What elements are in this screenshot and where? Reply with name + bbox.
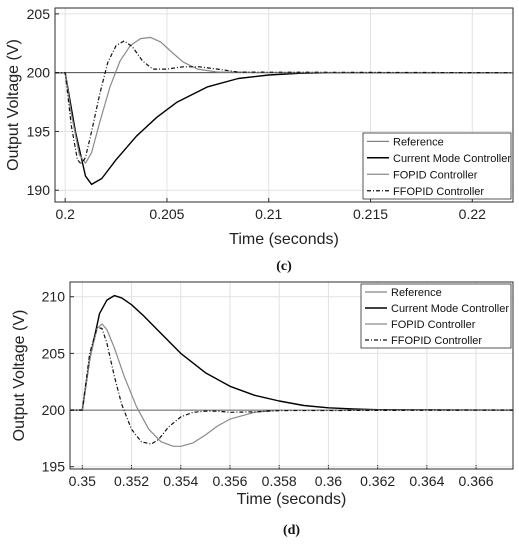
plot-border <box>54 7 514 203</box>
series-line-ffopid-controller <box>55 40 513 165</box>
legend-entry: FOPID Controller <box>391 319 476 331</box>
legend: Reference Current Mode Controller FOPID Co… <box>360 283 512 349</box>
series-line-fopid-controller <box>55 36 513 164</box>
x-tick-label: 0.35 <box>69 473 96 489</box>
x-tick-label: 0.364 <box>409 473 444 489</box>
y-tick-label: 200 <box>27 65 51 81</box>
plot-border <box>69 281 514 470</box>
y-tick-label: 200 <box>42 402 66 418</box>
x-tick-label: 0.354 <box>163 473 198 489</box>
y-axis-label: Output Voltage (V) <box>11 310 28 442</box>
legend-entry: Reference <box>393 136 444 148</box>
legend-entry: FOPID Controller <box>393 169 478 181</box>
legend-entry: FFOPID Controller <box>393 186 484 198</box>
y-tick-label: 210 <box>42 289 66 305</box>
y-tick-label: 190 <box>27 182 51 198</box>
panel-label: (c) <box>276 259 292 274</box>
chart-0: 0.2 0.205 0.21 0.215 0.22 190 195 200 205 Referen… <box>5 6 514 274</box>
x-tick-label: 0.358 <box>262 473 297 489</box>
legend-entry: Current Mode Controller <box>393 153 511 165</box>
x-tick-label: 0.205 <box>149 206 184 222</box>
x-tick-label: 0.215 <box>353 206 388 222</box>
chart-1: 0.35 0.352 0.354 0.356 0.358 0.36 0.362 0.364 0.… <box>11 281 514 538</box>
legend-entry: Reference <box>391 287 442 299</box>
y-tick-label: 195 <box>42 459 66 475</box>
x-tick-label: 0.362 <box>360 473 395 489</box>
x-tick-label: 0.2 <box>55 206 75 222</box>
x-tick-label: 0.356 <box>212 473 247 489</box>
legend-box <box>362 132 512 200</box>
legend-entry: Current Mode Controller <box>391 303 509 315</box>
x-tick-label: 0.352 <box>114 473 149 489</box>
legend-box <box>360 283 512 349</box>
y-tick-label: 205 <box>42 345 66 361</box>
x-tick-label: 0.22 <box>459 206 486 222</box>
y-axis-label: Output Voltage (V) <box>5 39 22 171</box>
panel-label: (d) <box>283 523 300 538</box>
y-tick-label: 205 <box>27 6 51 22</box>
x-tick-label: 0.21 <box>255 206 282 222</box>
series-line-fopid-controller <box>70 323 513 447</box>
x-tick-label: 0.366 <box>459 473 494 489</box>
legend: Reference Current Mode Controller FOPID Co… <box>362 132 512 200</box>
x-tick-label: 0.36 <box>315 473 342 489</box>
legend-entry: FFOPID Controller <box>391 335 482 347</box>
series-line-current-mode-controller <box>70 294 513 411</box>
y-tick-label: 195 <box>27 123 51 139</box>
x-axis-label: Time (seconds) <box>237 491 347 508</box>
x-axis-label: Time (seconds) <box>229 231 339 248</box>
